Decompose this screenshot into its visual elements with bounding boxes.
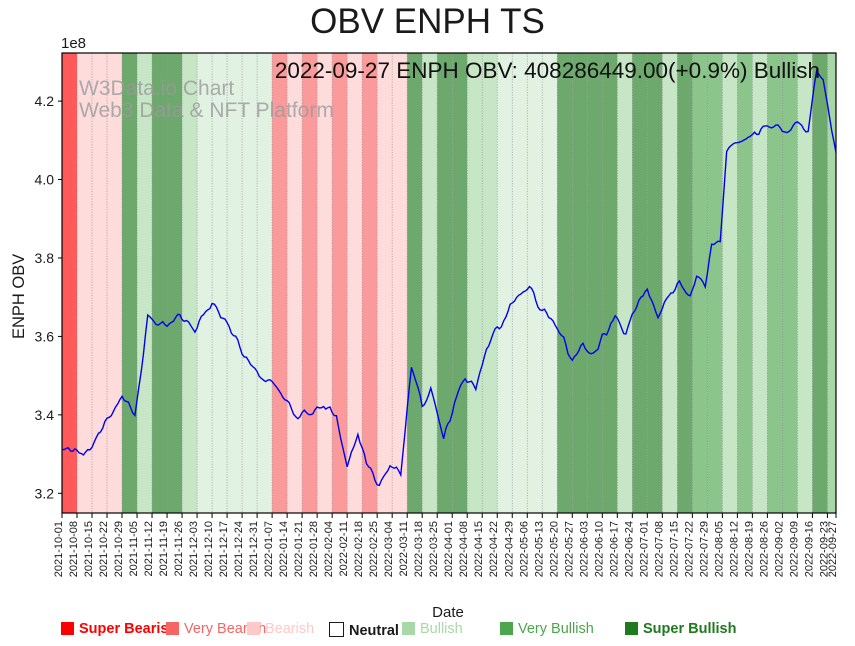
- svg-text:2022-04-01: 2022-04-01: [443, 521, 455, 577]
- svg-text:4.2: 4.2: [35, 93, 55, 109]
- svg-text:2022-01-21: 2022-01-21: [293, 521, 305, 577]
- svg-text:2021-12-03: 2021-12-03: [188, 521, 200, 577]
- svg-text:2021-10-01: 2021-10-01: [53, 521, 65, 577]
- svg-text:2021-11-12: 2021-11-12: [143, 521, 155, 576]
- svg-text:2021-12-24: 2021-12-24: [233, 521, 245, 577]
- svg-text:2022-07-22: 2022-07-22: [683, 521, 695, 577]
- svg-text:2022-08-12: 2022-08-12: [728, 521, 740, 577]
- svg-text:2021-11-19: 2021-11-19: [158, 521, 170, 576]
- svg-text:3.6: 3.6: [35, 328, 55, 344]
- svg-text:2022-06-10: 2022-06-10: [593, 521, 605, 577]
- svg-text:2022-03-18: 2022-03-18: [413, 521, 425, 577]
- svg-text:2022-09-27: 2022-09-27: [827, 521, 839, 577]
- svg-text:3.8: 3.8: [35, 250, 55, 266]
- svg-text:2022-03-04: 2022-03-04: [383, 521, 395, 577]
- svg-text:2022-04-15: 2022-04-15: [473, 521, 485, 577]
- svg-text:2022-03-11: 2022-03-11: [398, 521, 410, 576]
- svg-text:2021-10-15: 2021-10-15: [83, 521, 95, 577]
- svg-text:2022-06-17: 2022-06-17: [608, 521, 620, 577]
- svg-text:2022-09-02: 2022-09-02: [773, 521, 785, 577]
- svg-text:2022-04-22: 2022-04-22: [488, 521, 500, 577]
- svg-text:2021-10-08: 2021-10-08: [68, 521, 80, 577]
- svg-text:2021-10-22: 2021-10-22: [98, 521, 110, 577]
- svg-text:2021-12-10: 2021-12-10: [203, 521, 215, 577]
- svg-text:2022-06-03: 2022-06-03: [578, 521, 590, 577]
- svg-text:2022-03-25: 2022-03-25: [428, 521, 440, 577]
- svg-text:2022-09-09: 2022-09-09: [788, 521, 800, 577]
- svg-text:2022-06-24: 2022-06-24: [623, 521, 635, 577]
- svg-text:2022-02-04: 2022-02-04: [323, 521, 335, 577]
- svg-text:2021-10-29: 2021-10-29: [113, 521, 125, 577]
- svg-text:2022-05-27: 2022-05-27: [563, 521, 575, 577]
- svg-text:2022-05-20: 2022-05-20: [548, 521, 560, 577]
- svg-text:2022-02-25: 2022-02-25: [368, 521, 380, 577]
- svg-text:2021-12-31: 2021-12-31: [248, 521, 260, 577]
- svg-text:2022-04-08: 2022-04-08: [458, 521, 470, 577]
- svg-text:2022-07-15: 2022-07-15: [668, 521, 680, 577]
- svg-text:2022-08-26: 2022-08-26: [758, 521, 770, 577]
- svg-text:2022-04-29: 2022-04-29: [503, 521, 515, 577]
- svg-text:2022-05-06: 2022-05-06: [518, 521, 530, 577]
- svg-text:2022-07-01: 2022-07-01: [638, 521, 650, 577]
- svg-text:2022-02-18: 2022-02-18: [353, 521, 365, 577]
- svg-text:2022-01-07: 2022-01-07: [263, 521, 275, 577]
- svg-text:2022-08-19: 2022-08-19: [743, 521, 755, 577]
- svg-text:2022-05-13: 2022-05-13: [533, 521, 545, 577]
- svg-text:2022-01-28: 2022-01-28: [308, 521, 320, 577]
- svg-text:2022-07-29: 2022-07-29: [698, 521, 710, 577]
- svg-text:2022-07-08: 2022-07-08: [653, 521, 665, 577]
- svg-text:2021-12-17: 2021-12-17: [218, 521, 230, 577]
- svg-text:3.4: 3.4: [35, 407, 55, 423]
- svg-text:2022-08-05: 2022-08-05: [713, 521, 725, 577]
- svg-text:2021-11-26: 2021-11-26: [173, 521, 185, 576]
- svg-text:2022-09-16: 2022-09-16: [803, 521, 815, 577]
- svg-text:2021-11-05: 2021-11-05: [128, 521, 140, 576]
- svg-text:4.0: 4.0: [35, 172, 55, 188]
- svg-text:2022-02-11: 2022-02-11: [338, 521, 350, 576]
- svg-text:3.2: 3.2: [35, 485, 55, 501]
- svg-text:2022-01-14: 2022-01-14: [278, 521, 290, 577]
